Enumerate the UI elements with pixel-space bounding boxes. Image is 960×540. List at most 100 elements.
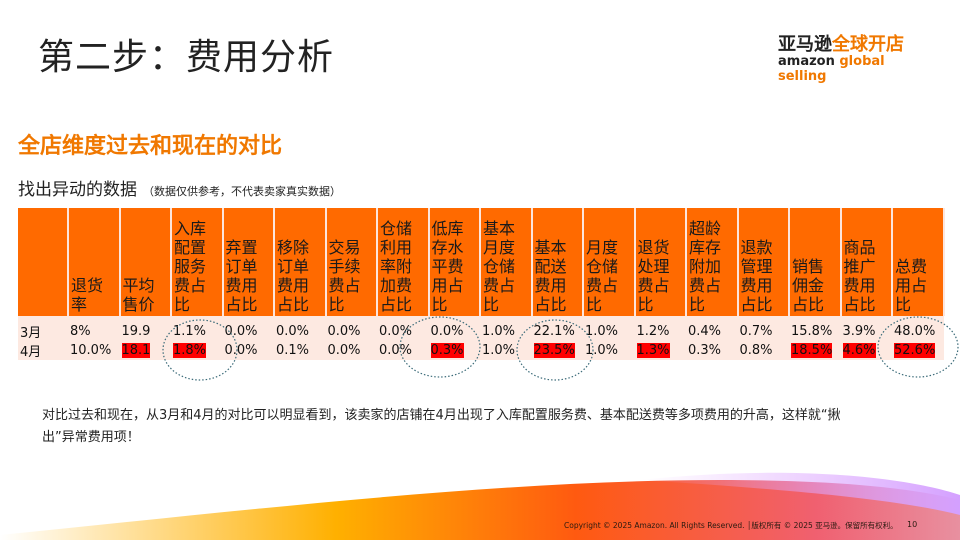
table-cell: 0.8% <box>737 341 789 360</box>
cell-value: 1.0% <box>585 324 619 339</box>
column-header: 移除订单费用占比 <box>274 208 327 316</box>
table-cell: 0.0% <box>222 316 274 341</box>
cell-value: 1.2% <box>636 324 670 339</box>
table-cell: 1.0% <box>480 341 532 360</box>
cell-value: 0.0% <box>224 343 258 358</box>
column-header-label: 移除订单费用占比 <box>277 238 310 314</box>
table-row: 4月 10.0% 18.1 1.8% 0.0% 0.1% 0.0% 0.0% 0.3% 1.0% 2… <box>18 341 944 360</box>
row-label: 3月 <box>18 316 68 341</box>
cell-value: 0.4% <box>688 324 722 339</box>
table-cell: 3.9% <box>840 316 892 341</box>
lead-main: 找出异动的数据 <box>18 180 137 200</box>
column-header: 基本月度仓储费占比 <box>480 208 533 316</box>
cell-value: 48.0% <box>894 324 936 339</box>
column-header: 总费用占比 <box>892 208 945 316</box>
cell-value: 0.0% <box>379 324 413 339</box>
cell-value: 0.8% <box>739 343 773 358</box>
cell-value: 10.0% <box>70 343 112 358</box>
column-header-label: 平均售价 <box>122 276 155 314</box>
table-cell: 1.0% <box>480 316 532 341</box>
cell-value: 0.3% <box>688 343 722 358</box>
cell-value: 1.0% <box>482 324 516 339</box>
column-header-label: 弃置订单费用占比 <box>225 238 258 314</box>
row-label: 4月 <box>18 341 68 360</box>
decorative-gradient-wave <box>0 472 960 540</box>
table-cell: 48.0% <box>892 316 944 341</box>
lead-text: 找出异动的数据 （数据仅供参考，不代表卖家真实数据） <box>18 175 341 200</box>
table-cell: 0.7% <box>737 316 789 341</box>
column-header-label: 月度仓储费占比 <box>586 238 619 314</box>
copyright-footer: Copyright © 2025 Amazon. All Rights Rese… <box>564 521 898 530</box>
cell-value: 22.1% <box>533 324 575 339</box>
column-header-label: 基本配送费用占比 <box>534 238 567 314</box>
highlighted-value: 4.6% <box>842 343 876 358</box>
column-header: 退货处理费占比 <box>634 208 687 316</box>
column-header-label: 入库配置服务费占比 <box>174 219 207 314</box>
table-row: 3月 8% 19.9 1.1% 0.0% 0.0% 0.0% 0.0% 0.0% 1.0% 22.1… <box>18 316 944 341</box>
cell-value: 1.0% <box>585 343 619 358</box>
table-cell: 18.5% <box>789 341 841 360</box>
section-subtitle: 全店维度过去和现在的对比 <box>18 134 283 159</box>
amazon-global-selling-logo: 亚马逊全球开店 amazon global selling <box>778 30 918 84</box>
cell-value: 0.0% <box>430 324 464 339</box>
table-header-row: 退货率 平均售价 入库配置服务费占比 弃置订单费用占比 移除订单费用占比 交易手续费占比仓… <box>18 208 945 316</box>
fee-comparison-table: 退货率 平均售价 入库配置服务费占比 弃置订单费用占比 移除订单费用占比 交易手续费占比仓… <box>18 208 945 360</box>
cell-value: 0.0% <box>327 343 361 358</box>
table-cell: 0.4% <box>686 316 738 341</box>
table-cell: 52.6% <box>892 341 944 360</box>
cell-value: 15.8% <box>791 324 833 339</box>
table-cell: 19.9 <box>119 316 171 341</box>
table-cell: 23.5% <box>531 341 583 360</box>
column-header: 商品推广费用占比 <box>840 208 893 316</box>
table-cell: 0.1% <box>274 341 326 360</box>
table-cell: 1.3% <box>634 341 686 360</box>
column-header-label: 商品推广费用占比 <box>843 238 876 314</box>
column-header: 交易手续费占比 <box>325 208 378 316</box>
table-cell: 0.0% <box>377 341 429 360</box>
column-header-label: 基本月度仓储费占比 <box>483 219 516 314</box>
column-header <box>18 208 69 316</box>
table-cell: 8% <box>68 316 120 341</box>
table-cell: 0.3% <box>428 341 480 360</box>
logo-cn-black: 亚马逊 <box>778 34 832 55</box>
table-cell: 4.6% <box>840 341 892 360</box>
table-cell: 0.3% <box>686 341 738 360</box>
table-cell: 10.0% <box>68 341 120 360</box>
cell-value: 0.0% <box>379 343 413 358</box>
highlighted-value: 18.5% <box>791 343 833 358</box>
cell-value: 1.1% <box>173 324 207 339</box>
column-header-label: 低库存水平费用占比 <box>431 219 464 314</box>
column-header-label: 退货率 <box>71 276 104 314</box>
table-cell: 0.0% <box>222 341 274 360</box>
column-header: 平均售价 <box>119 208 172 316</box>
highlighted-value: 1.3% <box>636 343 670 358</box>
cell-value: 0.0% <box>276 324 310 339</box>
cell-value: 3.9% <box>842 324 876 339</box>
table-cell: 0.0% <box>325 316 377 341</box>
column-header: 销售佣金占比 <box>789 208 842 316</box>
column-header: 低库存水平费用占比 <box>428 208 481 316</box>
logo-cn-orange: 全球开店 <box>832 34 904 55</box>
highlighted-value: 18.1 <box>121 343 151 358</box>
cell-value: 0.0% <box>327 324 361 339</box>
table-cell: 0.0% <box>325 341 377 360</box>
cell-value: 19.9 <box>121 324 151 339</box>
column-header: 入库配置服务费占比 <box>171 208 224 316</box>
column-header-label: 退货处理费占比 <box>637 238 670 314</box>
logo-en-black: amazon <box>778 54 835 69</box>
cell-value: 1.0% <box>482 343 516 358</box>
table-cell: 0.0% <box>274 316 326 341</box>
cell-value: 0.0% <box>224 324 258 339</box>
lead-note: （数据仅供参考，不代表卖家真实数据） <box>143 185 341 198</box>
column-header: 超龄库存附加费占比 <box>686 208 739 316</box>
column-header-label: 总费用占比 <box>895 257 928 314</box>
table-cell: 1.2% <box>634 316 686 341</box>
column-header-label: 退款管理费用占比 <box>740 238 773 314</box>
table-cell: 0.0% <box>428 316 480 341</box>
column-header-label: 仓储利用率附加费占比 <box>380 219 413 314</box>
highlighted-value: 1.8% <box>173 343 207 358</box>
page-number: 10 <box>907 520 918 529</box>
cell-value: 0.1% <box>276 343 310 358</box>
cell-value: 0.7% <box>739 324 773 339</box>
page-title: 第二步：费用分析 <box>38 37 335 78</box>
